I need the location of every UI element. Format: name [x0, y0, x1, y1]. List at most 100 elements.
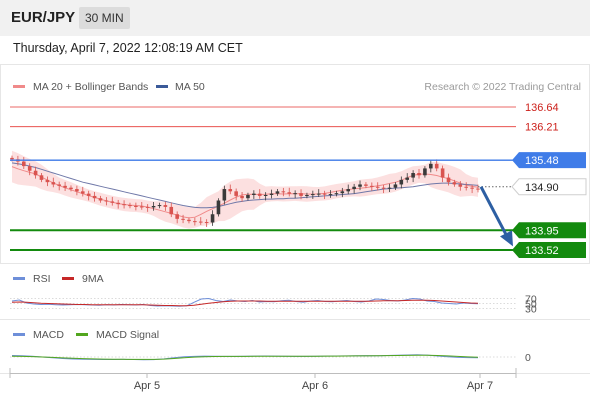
candle-body: [293, 193, 297, 195]
timestamp: Thursday, April 7, 2022 12:08:19 AM CET: [13, 41, 243, 55]
macd-tick-label: 0: [525, 352, 531, 364]
macd-signal-legend-label: MACD Signal: [96, 329, 159, 341]
ma20-legend-label: MA 20 + Bollinger Bands: [33, 81, 148, 93]
candle-body: [434, 163, 439, 169]
candle-body: [364, 184, 368, 186]
resistance-label: 136.64: [525, 102, 559, 114]
rsi-tick-label: 30: [525, 304, 537, 316]
pivot-tag: [512, 152, 586, 169]
candle-body: [411, 173, 415, 178]
candle-body: [446, 177, 451, 183]
current-price-tag: [511, 178, 587, 196]
macd-legend-swatch: [13, 333, 25, 336]
candle-body: [187, 219, 191, 222]
candle-body: [122, 204, 126, 206]
candle-body: [57, 184, 61, 186]
ma50-legend-swatch: [156, 85, 168, 88]
rsi-series-main: [11, 297, 479, 307]
candle-body: [145, 206, 150, 208]
rsi-signal-legend-label: 9MA: [82, 273, 104, 285]
resistance-label: 136.21: [525, 122, 559, 134]
price-panel-border: [0, 64, 590, 264]
candle-body: [33, 170, 38, 176]
x-tick-label: Apr 7: [467, 380, 493, 392]
bollinger-band: [12, 150, 478, 229]
ma50-legend-label: MA 50: [175, 81, 205, 93]
candle-body: [80, 191, 85, 194]
candle-body: [116, 202, 120, 205]
candle-body: [257, 193, 262, 196]
candle-body: [134, 206, 138, 207]
support-label: 133.95: [525, 225, 559, 237]
rsi-tick-label: 70: [525, 294, 537, 306]
candle-body: [169, 206, 174, 215]
rsi-legend-label: RSI: [33, 273, 51, 285]
candle-body: [92, 195, 97, 199]
candle-body: [458, 184, 463, 187]
support-tag: [512, 222, 586, 239]
candle-body: [358, 184, 362, 187]
candle-body: [269, 193, 274, 195]
candle-body: [181, 218, 185, 220]
candle-body: [340, 191, 345, 194]
pivot-label: 135.48: [525, 155, 559, 167]
candle-body: [21, 161, 26, 167]
candle-body: [204, 222, 209, 224]
candle-body: [429, 163, 433, 169]
candle-body: [86, 193, 91, 196]
candle-body: [139, 206, 144, 208]
candle-body: [440, 168, 445, 178]
x-tick-label: Apr 6: [302, 380, 328, 392]
candle-body: [210, 214, 215, 223]
x-tick-label: Apr 5: [134, 380, 160, 392]
candle-body: [352, 186, 356, 190]
candle-body: [128, 205, 132, 207]
candle-body: [470, 187, 474, 189]
candle-body: [328, 194, 333, 196]
support-tag: [512, 242, 586, 258]
candle-body: [228, 189, 233, 192]
candle-body: [175, 214, 179, 219]
candle-body: [311, 194, 315, 196]
rsi-legend-swatch: [13, 277, 25, 280]
candle-body: [240, 195, 244, 199]
candle-body: [263, 195, 268, 196]
candle-body: [381, 187, 386, 189]
candle-body: [193, 221, 197, 223]
candle-body: [387, 187, 392, 189]
candle-body: [322, 193, 327, 195]
candle-body: [104, 200, 109, 202]
candle-body: [393, 184, 398, 188]
candle-body: [281, 191, 286, 193]
candle-body: [98, 198, 103, 201]
candle-body: [287, 192, 292, 194]
candle-body: [246, 195, 250, 199]
macd-legend-label: MACD: [33, 329, 64, 341]
candle-body: [423, 168, 427, 176]
candle-body: [51, 182, 56, 185]
candle-body: [399, 179, 404, 185]
candle-body: [275, 191, 280, 194]
candle-body: [216, 200, 221, 215]
candle-body: [45, 179, 50, 183]
candle-body: [163, 205, 168, 207]
candle-body: [417, 173, 421, 176]
rsi-series-signal: [11, 299, 479, 307]
timeframe-button[interactable]: 30 MIN: [79, 7, 130, 29]
candle-body: [316, 193, 321, 195]
ma50-line: [11, 162, 479, 209]
candle-body: [39, 175, 44, 180]
candle-body: [222, 189, 227, 201]
candle-body: [405, 177, 410, 180]
candle-body: [476, 188, 480, 190]
forecast-arrow-head: [500, 230, 513, 247]
candle-body: [157, 205, 162, 207]
support-label: 133.52: [525, 245, 559, 257]
candle-body: [234, 191, 238, 196]
macd-series-signal: [11, 354, 479, 360]
candle-body: [334, 193, 339, 195]
candle-body: [69, 187, 73, 190]
candle-body: [151, 206, 156, 208]
watermark: Research © 2022 Trading Central: [424, 81, 581, 93]
